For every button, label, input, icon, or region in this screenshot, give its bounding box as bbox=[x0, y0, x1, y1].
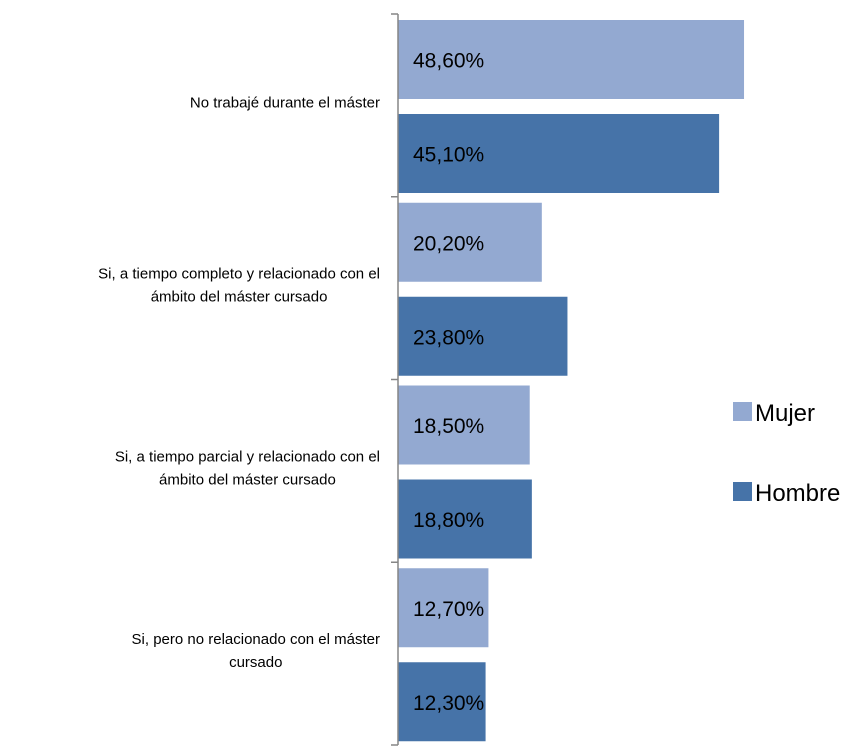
bar-hombre-2 bbox=[398, 296, 568, 376]
bar-mujer-3 bbox=[398, 385, 530, 465]
data-label-mujer-3: 18,50% bbox=[413, 415, 484, 438]
category-label-3: Si, a tiempo parcial y relacionado con e… bbox=[115, 448, 380, 488]
bar-mujer-4 bbox=[398, 568, 489, 648]
data-label-mujer-2: 20,20% bbox=[413, 232, 484, 255]
legend: Mujer Hombre bbox=[733, 400, 840, 507]
data-label-hombre-4: 12,30% bbox=[413, 692, 484, 715]
bar-hombre-3 bbox=[398, 479, 532, 559]
legend-label-hombre: Hombre bbox=[755, 480, 840, 507]
bar-mujer-2 bbox=[398, 202, 542, 282]
data-label-mujer-1: 48,60% bbox=[413, 50, 484, 73]
category-label-4: Si, pero no relacionado con el máster cur… bbox=[132, 631, 380, 671]
category-label-1: No trabajé durante el máster bbox=[190, 94, 380, 111]
bar-hombre-1 bbox=[398, 114, 720, 193]
category-label-line: ámbito del máster cursado bbox=[159, 471, 336, 488]
bar-mujer-1 bbox=[398, 20, 745, 99]
category-label-line: Si, a tiempo parcial y relacionado con e… bbox=[115, 448, 380, 465]
data-labels: 48,60% 20,20% 18,50% 12,70% 45,10% 23,80% 18,8… bbox=[413, 50, 484, 715]
legend-swatch-mujer bbox=[733, 402, 752, 421]
legend-label-mujer: Mujer bbox=[755, 400, 815, 427]
category-label-line: ámbito del máster cursado bbox=[151, 289, 328, 306]
bar-hombre-4 bbox=[398, 662, 486, 742]
data-label-hombre-1: 45,10% bbox=[413, 144, 484, 167]
data-label-hombre-3: 18,80% bbox=[413, 509, 484, 532]
category-label-line: Si, pero no relacionado con el máster bbox=[132, 631, 380, 648]
data-label-mujer-4: 12,70% bbox=[413, 598, 484, 621]
category-axis bbox=[391, 13, 399, 746]
bars bbox=[398, 20, 745, 742]
category-labels: No trabajé durante el máster Si, a tiempo… bbox=[98, 94, 380, 671]
category-label-2: Si, a tiempo completo y relacionado con … bbox=[98, 266, 380, 306]
legend-swatch-hombre bbox=[733, 482, 752, 501]
category-label-line: cursado bbox=[229, 654, 282, 671]
category-label-line: Si, a tiempo completo y relacionado con … bbox=[98, 266, 380, 283]
data-label-hombre-2: 23,80% bbox=[413, 326, 484, 349]
category-label-line: No trabajé durante el máster bbox=[190, 94, 380, 111]
